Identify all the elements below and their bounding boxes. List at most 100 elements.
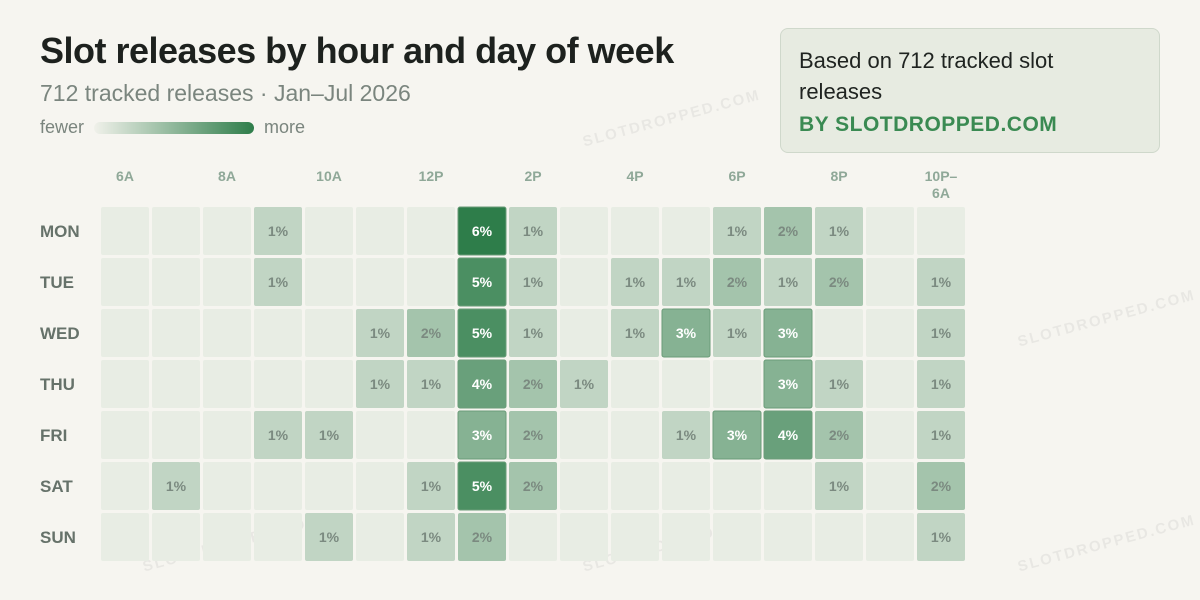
- heatmap-cell: [917, 207, 965, 255]
- heatmap-cell: [457, 461, 507, 511]
- source-card-text: Based on 712 tracked slot releases: [799, 48, 1054, 104]
- cell-value-label: 2%: [727, 274, 748, 290]
- heatmap-cell: [763, 410, 813, 460]
- heatmap-cell: [917, 462, 965, 510]
- heatmap-cell: [815, 513, 863, 561]
- heatmap-cell: [763, 359, 813, 409]
- heatmap-cell: [662, 411, 710, 459]
- cell-value-label: 1%: [931, 376, 952, 392]
- heatmap-cell: [917, 309, 965, 357]
- cell-value-label: 1%: [625, 325, 646, 341]
- cell-value-label: 4%: [472, 376, 493, 392]
- heatmap-cell: [866, 513, 914, 561]
- x-tick-label: 10A: [316, 168, 342, 184]
- heatmap-cell: [356, 462, 404, 510]
- heatmap-cell: [356, 360, 404, 408]
- heatmap-cell: [662, 462, 710, 510]
- heatmap-cell: [509, 462, 557, 510]
- heatmap-cell: [305, 513, 353, 561]
- heatmap-cell: [815, 258, 863, 306]
- cell-value-label: 2%: [523, 427, 544, 443]
- cell-value-label: 1%: [829, 376, 850, 392]
- heatmap-cell: [101, 513, 149, 561]
- heatmap-cell: [560, 411, 608, 459]
- heatmap-cell: [866, 411, 914, 459]
- cell-value-label: 1%: [319, 529, 340, 545]
- heatmap-cell: [764, 207, 812, 255]
- heatmap-cell: [254, 411, 302, 459]
- cell-value-label: 1%: [727, 223, 748, 239]
- heatmap-cell: [305, 462, 353, 510]
- heatmap-cell: [203, 207, 251, 255]
- heatmap-cell: [560, 513, 608, 561]
- heatmap-cell: [203, 462, 251, 510]
- x-tick-label: 8A: [218, 168, 236, 184]
- heatmap-cell: [457, 308, 507, 358]
- cell-value-label: 1%: [523, 274, 544, 290]
- heatmap-cell: [611, 462, 659, 510]
- heatmap-cell: [661, 308, 711, 358]
- cell-value-label: 2%: [472, 529, 493, 545]
- heatmap-cell: [457, 206, 507, 256]
- cell-value-label: 1%: [829, 478, 850, 494]
- cell-value-label: 1%: [931, 274, 952, 290]
- heatmap-cell: [407, 258, 455, 306]
- cell-value-label: 5%: [472, 274, 493, 290]
- color-legend: fewer more: [40, 117, 305, 138]
- cell-value-label: 6%: [472, 223, 493, 239]
- heatmap-cell: [101, 411, 149, 459]
- heatmap-cell: [713, 513, 761, 561]
- heatmap-cell: [764, 462, 812, 510]
- heatmap-cell: [662, 258, 710, 306]
- heatmap-cell: [305, 411, 353, 459]
- heatmap-cell: [101, 207, 149, 255]
- x-tick-label: 6P: [728, 168, 745, 184]
- heatmap-cell: [917, 258, 965, 306]
- heatmap-cell: [457, 257, 507, 307]
- cell-value-label: 1%: [931, 529, 952, 545]
- heatmap-cell: [611, 360, 659, 408]
- heatmap-cell: [305, 207, 353, 255]
- heatmap-cell: [815, 360, 863, 408]
- heatmap-cell: [254, 462, 302, 510]
- row-label: WED: [40, 324, 80, 343]
- heatmap-cell: [254, 309, 302, 357]
- cell-value-label: 2%: [931, 478, 952, 494]
- heatmap-cell: [662, 513, 710, 561]
- heatmap-cell: [509, 513, 557, 561]
- heatmap-cell: [152, 411, 200, 459]
- heatmap-cell: [457, 410, 507, 460]
- heatmap-cell: [866, 462, 914, 510]
- cell-value-label: 3%: [727, 427, 748, 443]
- heatmap-cell: [254, 207, 302, 255]
- heatmap-cell: [815, 462, 863, 510]
- cell-value-label: 4%: [778, 427, 799, 443]
- heatmap-cell: [611, 207, 659, 255]
- row-label: SAT: [40, 477, 73, 496]
- heatmap-cell: [203, 258, 251, 306]
- legend-high-label: more: [264, 117, 306, 137]
- cell-value-label: 1%: [268, 274, 289, 290]
- cell-value-label: 1%: [931, 325, 952, 341]
- cell-value-label: 5%: [472, 325, 493, 341]
- heatmap-cell: [254, 360, 302, 408]
- heatmap-cell: [254, 513, 302, 561]
- cell-value-label: 1%: [166, 478, 187, 494]
- heatmap-cell: [866, 258, 914, 306]
- row-label: MON: [40, 222, 80, 241]
- cell-value-label: 1%: [574, 376, 595, 392]
- heatmap-cell: [203, 513, 251, 561]
- cell-value-label: 1%: [370, 325, 391, 341]
- heatmap-cell: [254, 258, 302, 306]
- cell-value-label: 2%: [829, 427, 850, 443]
- heatmap-cell: [356, 258, 404, 306]
- heatmap-cell: [866, 207, 914, 255]
- cell-value-label: 1%: [523, 223, 544, 239]
- heatmap-cell: [101, 462, 149, 510]
- heatmap-cell: [917, 360, 965, 408]
- heatmap-cell: [662, 360, 710, 408]
- row-label: SUN: [40, 528, 76, 547]
- cell-value-label: 1%: [370, 376, 391, 392]
- cell-value-label: 1%: [829, 223, 850, 239]
